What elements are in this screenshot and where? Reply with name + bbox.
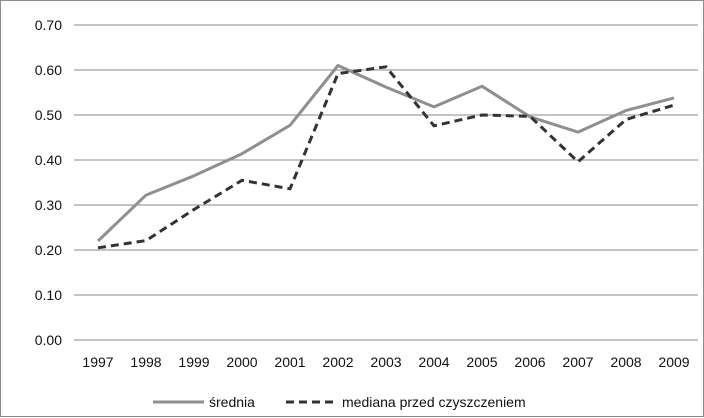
y-tick-label: 0.50: [35, 107, 62, 123]
y-tick-label: 0.00: [35, 332, 62, 348]
series-line-1: [96, 64, 675, 243]
y-tick-label: 0.40: [35, 152, 62, 168]
y-tick-label: 0.70: [35, 17, 62, 33]
x-tick-label: 1997: [82, 354, 113, 370]
y-tick-label: 0.20: [35, 242, 62, 258]
legend-label-1: średnia: [209, 394, 255, 410]
legend-label-2: mediana przed czyszczeniem: [342, 394, 526, 410]
x-tick-label: 1998: [130, 354, 161, 370]
y-tick-label: 0.60: [35, 62, 62, 78]
x-tick-label: 2006: [514, 354, 545, 370]
y-tick-label: 0.10: [35, 287, 62, 303]
x-tick-label: 2009: [658, 354, 689, 370]
x-tick-label: 1999: [178, 354, 209, 370]
x-tick-label: 2007: [562, 354, 593, 370]
x-axis-tick-labels: 1997 1998 1999 2000 2001 2002 2003 2004 2005 2006…: [82, 354, 689, 370]
x-tick-label: 2004: [418, 354, 449, 370]
x-tick-label: 2005: [466, 354, 497, 370]
x-tick-label: 2001: [274, 354, 305, 370]
series-line-2: [97, 65, 675, 250]
legend: średnia mediana przed czyszczeniem: [153, 394, 526, 410]
y-tick-label: 0.30: [35, 197, 62, 213]
x-tick-label: 2008: [610, 354, 641, 370]
y-axis-tick-labels: 0.00 0.10 0.20 0.30 0.40 0.50 0.60 0.70: [35, 17, 62, 348]
gridlines: [74, 24, 698, 341]
x-tick-label: 2002: [322, 354, 353, 370]
x-tick-label: 2000: [226, 354, 257, 370]
x-tick-label: 2003: [370, 354, 401, 370]
series-lines: [96, 64, 675, 250]
